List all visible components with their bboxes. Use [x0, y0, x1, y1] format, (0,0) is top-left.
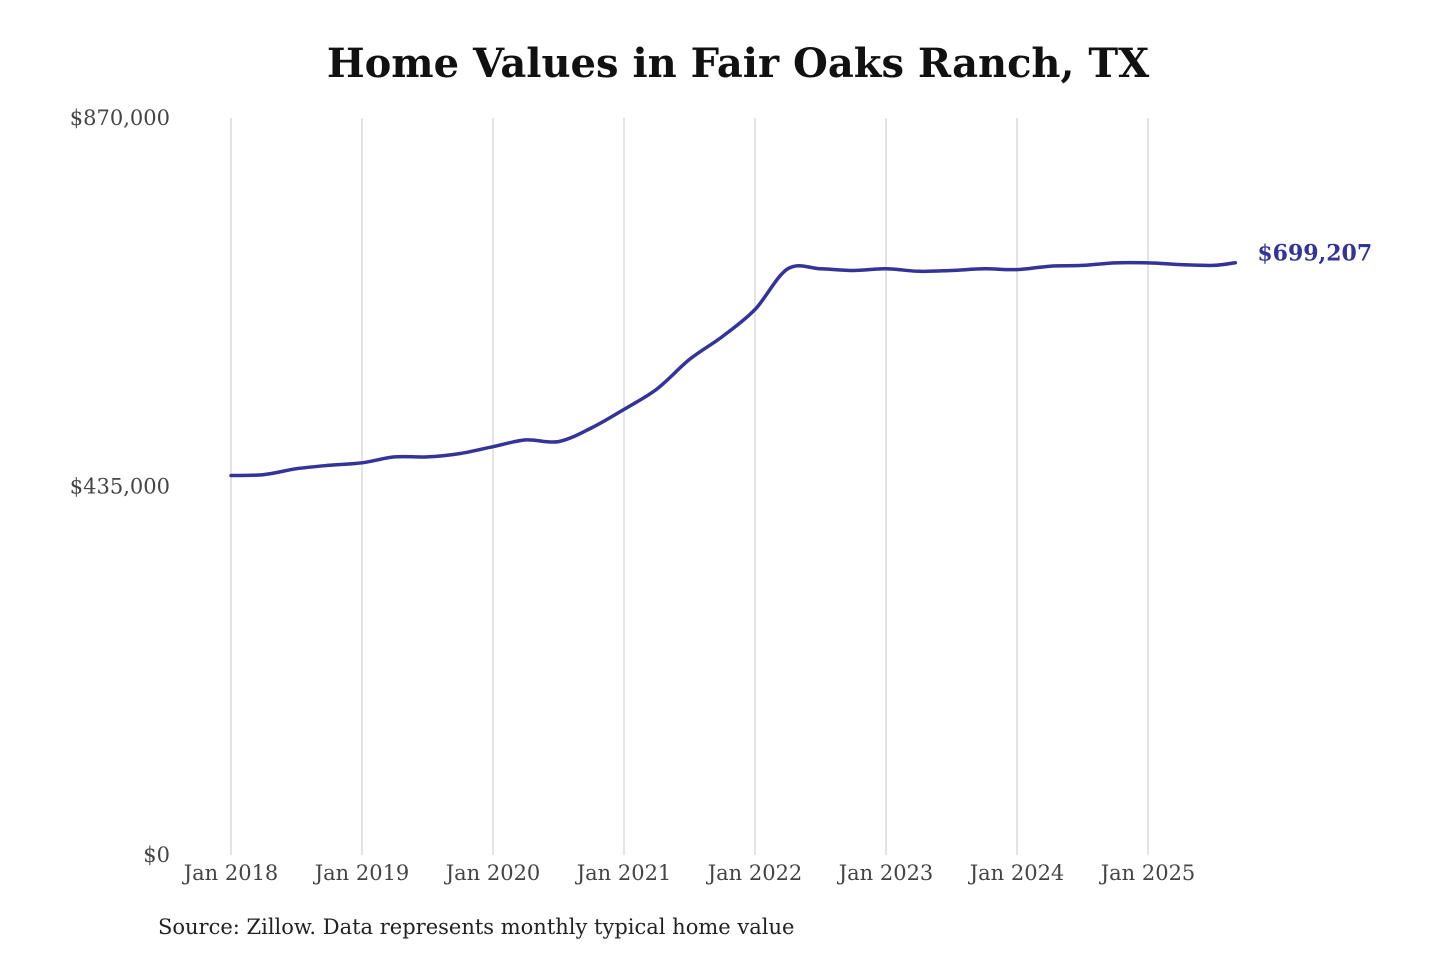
y-axis: $0 $435,000 $870,000	[70, 106, 170, 867]
y-tick-label: $435,000	[70, 475, 170, 499]
y-tick-label: $0	[143, 843, 170, 867]
x-tick-label: Jan 2025	[1099, 861, 1196, 885]
x-tick-label: Jan 2023	[837, 861, 934, 885]
chart-title: Home Values in Fair Oaks Ranch, TX	[326, 40, 1150, 87]
y-tick-label: $870,000	[70, 106, 170, 130]
series-line	[229, 260, 1238, 478]
x-tick-label: Jan 2021	[575, 861, 672, 885]
x-tick-label: Jan 2024	[968, 861, 1065, 885]
x-axis: Jan 2018 Jan 2019 Jan 2020 Jan 2021 Jan 2022…	[182, 861, 1196, 885]
end-value-label: $699,207	[1257, 241, 1372, 267]
x-tick-label: Jan 2019	[313, 861, 410, 885]
x-tick-label: Jan 2018	[182, 861, 279, 885]
gridlines	[230, 118, 1149, 855]
x-tick-label: Jan 2022	[706, 861, 803, 885]
x-tick-label: Jan 2020	[444, 861, 541, 885]
source-note: Source: Zillow. Data represents monthly …	[158, 915, 795, 939]
